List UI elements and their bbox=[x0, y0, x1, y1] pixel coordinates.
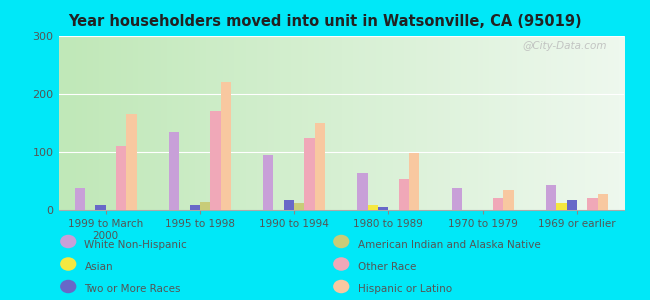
Bar bbox=[169, 132, 179, 210]
Bar bbox=[556, 203, 567, 210]
Bar bbox=[587, 198, 597, 210]
Bar bbox=[398, 179, 409, 210]
Bar bbox=[210, 111, 220, 210]
Bar bbox=[493, 198, 503, 210]
Bar bbox=[546, 185, 556, 210]
Bar bbox=[503, 190, 514, 210]
Text: Hispanic or Latino: Hispanic or Latino bbox=[358, 284, 452, 295]
Bar bbox=[116, 146, 126, 210]
Text: White Non-Hispanic: White Non-Hispanic bbox=[84, 239, 187, 250]
Bar bbox=[294, 203, 304, 210]
Bar bbox=[358, 173, 368, 210]
Bar bbox=[597, 194, 608, 210]
Bar bbox=[96, 206, 105, 210]
Bar bbox=[126, 114, 136, 210]
Bar bbox=[409, 153, 419, 210]
Bar bbox=[315, 123, 325, 210]
Text: American Indian and Alaska Native: American Indian and Alaska Native bbox=[358, 239, 540, 250]
Bar bbox=[284, 200, 294, 210]
Bar bbox=[220, 82, 231, 210]
Bar bbox=[263, 155, 274, 210]
Bar bbox=[452, 188, 462, 210]
Bar bbox=[190, 206, 200, 210]
Bar bbox=[368, 206, 378, 210]
Bar bbox=[75, 188, 85, 210]
Bar bbox=[304, 137, 315, 210]
Bar bbox=[378, 206, 389, 210]
Bar bbox=[567, 200, 577, 210]
Bar bbox=[200, 202, 210, 210]
Text: Year householders moved into unit in Watsonville, CA (95019): Year householders moved into unit in Wat… bbox=[68, 14, 582, 28]
Text: @City-Data.com: @City-Data.com bbox=[523, 41, 607, 51]
Text: Asian: Asian bbox=[84, 262, 113, 272]
Text: Two or More Races: Two or More Races bbox=[84, 284, 181, 295]
Text: Other Race: Other Race bbox=[358, 262, 416, 272]
